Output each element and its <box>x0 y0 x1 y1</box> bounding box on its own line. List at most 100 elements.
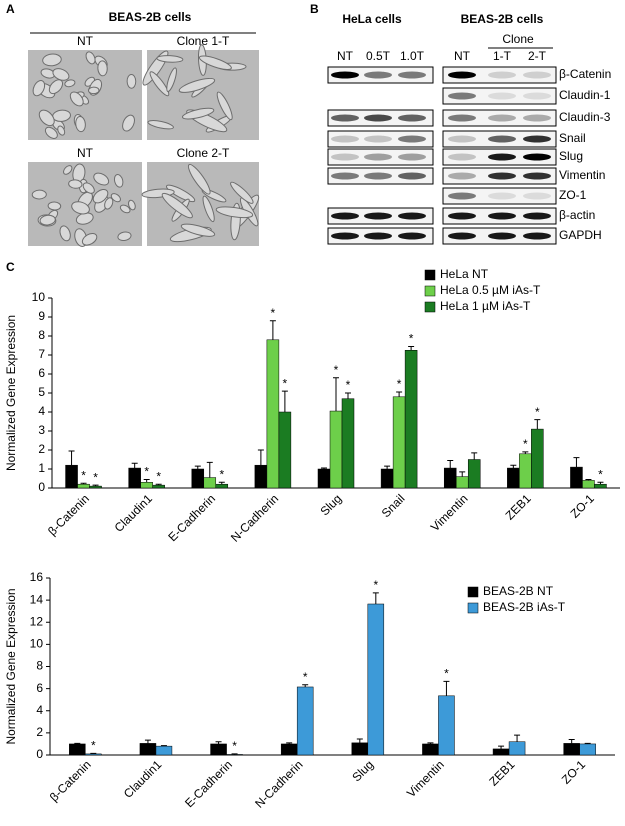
error-bar <box>160 745 167 747</box>
blot-band <box>398 153 426 161</box>
blot-band <box>398 172 426 180</box>
y-tick-label: 8 <box>38 328 45 342</box>
blot-band <box>398 212 426 220</box>
legend-label: HeLa NT <box>440 267 489 281</box>
micrograph <box>141 162 260 246</box>
error-bar <box>584 742 591 744</box>
error-bar <box>155 483 162 486</box>
protein-label: β-Catenin <box>559 67 611 81</box>
y-tick-label: 0 <box>38 480 45 494</box>
cell <box>187 163 211 195</box>
bar <box>438 695 455 756</box>
cell <box>149 71 170 97</box>
cell <box>166 67 177 93</box>
micrograph <box>28 162 142 247</box>
significance-marker: * <box>397 377 402 391</box>
significance-marker: * <box>232 739 237 753</box>
blot-band <box>331 71 359 79</box>
error-bar <box>514 734 521 742</box>
cell <box>127 199 136 211</box>
bar <box>266 339 280 489</box>
significance-marker: * <box>93 470 98 484</box>
lane-label: 0.5T <box>366 49 391 63</box>
blot-band <box>331 172 359 180</box>
blot-band <box>523 212 551 220</box>
image-label: Clone 2-T <box>177 146 230 160</box>
bar <box>519 453 532 489</box>
error-bar <box>345 392 351 399</box>
cell <box>104 197 114 210</box>
legend-swatch <box>424 285 436 297</box>
cell <box>93 172 110 186</box>
error-bar <box>372 592 379 604</box>
error-bar <box>597 481 604 485</box>
protein-label: Claudin-1 <box>559 88 611 102</box>
cell <box>180 223 216 237</box>
bar <box>191 468 205 489</box>
panel-title: BEAS-2B cells <box>109 10 192 24</box>
blot-band <box>523 232 551 240</box>
error-bar <box>510 464 517 469</box>
x-tick-label: Slug <box>317 491 344 518</box>
x-tick-label: N-Cadherin <box>228 491 281 544</box>
cell <box>181 107 215 120</box>
x-tick-label: Slug <box>349 757 376 784</box>
cell <box>147 120 174 130</box>
error-bar <box>257 449 264 466</box>
error-bar <box>269 320 276 340</box>
cell <box>161 192 193 219</box>
protein-label: Claudin-3 <box>559 110 611 124</box>
bar <box>455 476 469 489</box>
y-tick-label: 14 <box>30 592 44 606</box>
blot-band <box>364 172 392 180</box>
y-axis-title: Normalized Gene Expression <box>4 315 18 471</box>
bar <box>507 467 520 489</box>
y-tick-label: 8 <box>36 659 43 673</box>
blot-frame <box>327 148 434 166</box>
blot-band <box>364 71 392 79</box>
significance-marker: * <box>81 468 86 482</box>
cell <box>81 232 98 246</box>
bar <box>155 745 173 756</box>
x-tick-label: Claudin1 <box>112 491 156 535</box>
y-tick-label: 10 <box>32 290 46 304</box>
error-bar <box>333 377 339 412</box>
y-tick-label: 5 <box>38 385 45 399</box>
cell <box>85 51 96 65</box>
blot-band <box>488 172 516 180</box>
blot-band <box>448 92 476 100</box>
significance-marker: * <box>156 469 161 483</box>
x-tick-label: N-Cadherin <box>252 757 305 810</box>
y-tick-label: 0 <box>36 747 43 761</box>
blot-band <box>488 232 516 240</box>
x-tick-label: ZEB1 <box>486 757 517 788</box>
y-tick-label: 6 <box>38 366 45 380</box>
bar <box>77 483 90 489</box>
bar <box>139 743 157 756</box>
bar <box>582 480 595 489</box>
lane-label: 1.0T <box>400 49 425 63</box>
legend-swatch <box>424 269 436 281</box>
lane-label: 1-T <box>493 49 512 63</box>
blot-band <box>448 192 476 200</box>
significance-marker: * <box>444 667 449 681</box>
error-bar <box>522 451 529 454</box>
protein-label: Slug <box>559 149 583 163</box>
significance-marker: * <box>409 332 414 346</box>
legend-label: HeLa 0.5 µM iAs-T <box>440 283 541 297</box>
blot-band <box>398 71 426 79</box>
significance-marker: * <box>91 739 96 753</box>
significance-marker: * <box>271 306 276 320</box>
blot-band <box>488 92 516 100</box>
group-title: HeLa cells <box>342 12 402 26</box>
error-bar <box>447 459 454 469</box>
cell <box>57 125 66 136</box>
x-tick-label: E-Cadherin <box>165 491 218 544</box>
blot-band <box>488 212 516 220</box>
error-bar <box>143 478 150 483</box>
cell <box>156 55 184 63</box>
bar <box>296 686 314 756</box>
bar <box>152 484 165 489</box>
y-tick-label: 16 <box>30 570 44 584</box>
